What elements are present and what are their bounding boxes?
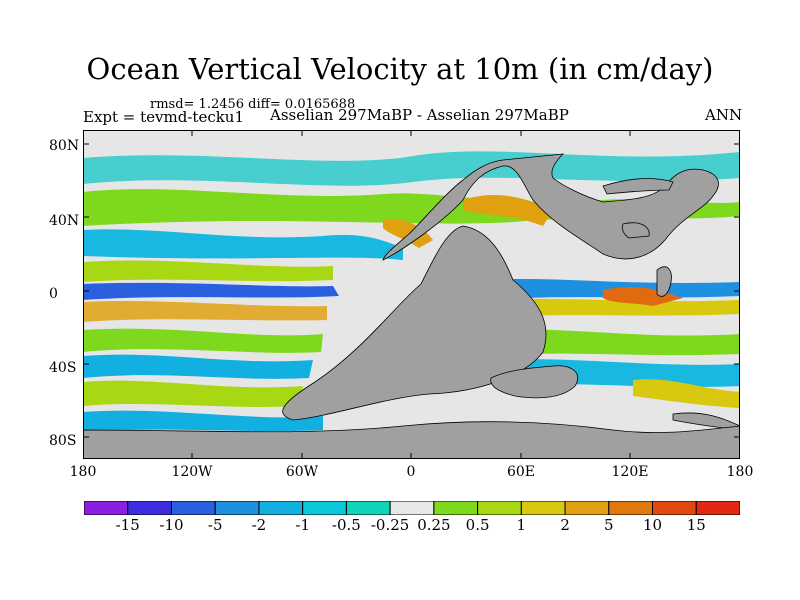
colorbar-label: 1 <box>516 516 527 534</box>
colorbar-label: 0.5 <box>465 516 490 534</box>
colorbar-box <box>477 500 522 516</box>
velocity-map <box>82 130 741 460</box>
x-tick-180e: 180 <box>726 464 754 480</box>
stats-text: rmsd= 1.2456 diff= 0.0165688 <box>150 97 356 112</box>
colorbar-box <box>389 500 435 516</box>
colorbar-box <box>564 500 610 516</box>
colorbar-box <box>83 500 129 516</box>
colorbar-label: -2 <box>251 516 267 534</box>
map-title: Ocean Vertical Velocity at 10m (in cm/da… <box>86 52 714 86</box>
colorbar-box <box>652 500 697 516</box>
colorbar-label: -0.5 <box>331 516 361 534</box>
colorbar-label: -10 <box>159 516 184 534</box>
season-label: ANN <box>705 106 743 124</box>
colorbar-label: -0.25 <box>370 516 410 534</box>
colorbar-box <box>127 500 172 516</box>
colorbar-label: -1 <box>295 516 310 534</box>
comparison-label: Asselian 297MaBP - Asselian 297MaBP <box>270 106 569 124</box>
x-tick-60e: 60E <box>506 464 536 480</box>
y-tick-80s: 80S <box>49 433 77 449</box>
colorbar-label: 2 <box>560 516 570 534</box>
colorbar-boxes <box>83 500 741 516</box>
colorbar-box <box>345 500 391 516</box>
colorbar-label: 15 <box>686 516 706 534</box>
colorbar-box <box>695 500 741 516</box>
colorbar-label: 0.25 <box>417 516 451 534</box>
colorbar-box <box>608 500 654 516</box>
colorbar-label: -15 <box>115 516 140 534</box>
y-tick-40s: 40S <box>49 360 77 376</box>
x-tick-120e: 120E <box>611 464 649 480</box>
y-tick-0: 0 <box>49 286 58 302</box>
velocity-bands <box>83 151 740 432</box>
colorbar-box <box>170 500 216 516</box>
map-panel <box>82 130 741 460</box>
colorbar <box>83 500 741 516</box>
land-masses <box>82 153 741 460</box>
colorbar-label: -5 <box>207 516 223 534</box>
colorbar-box <box>520 500 566 516</box>
y-tick-80n: 80N <box>49 138 80 154</box>
colorbar-box <box>433 500 479 516</box>
colorbar-label: 5 <box>604 516 614 534</box>
colorbar-label: 10 <box>642 516 663 534</box>
x-tick-180w: 180 <box>69 464 97 480</box>
colorbar-box <box>214 500 260 516</box>
experiment-label: Expt = tevmd-tecku1 <box>83 108 245 126</box>
x-tick-0: 0 <box>406 464 416 480</box>
x-tick-120w: 120W <box>171 464 213 480</box>
y-tick-40n: 40N <box>49 213 80 229</box>
map-ticks <box>83 130 740 459</box>
x-tick-60w: 60W <box>285 464 319 480</box>
colorbar-box <box>258 500 304 516</box>
colorbar-box <box>302 500 347 516</box>
